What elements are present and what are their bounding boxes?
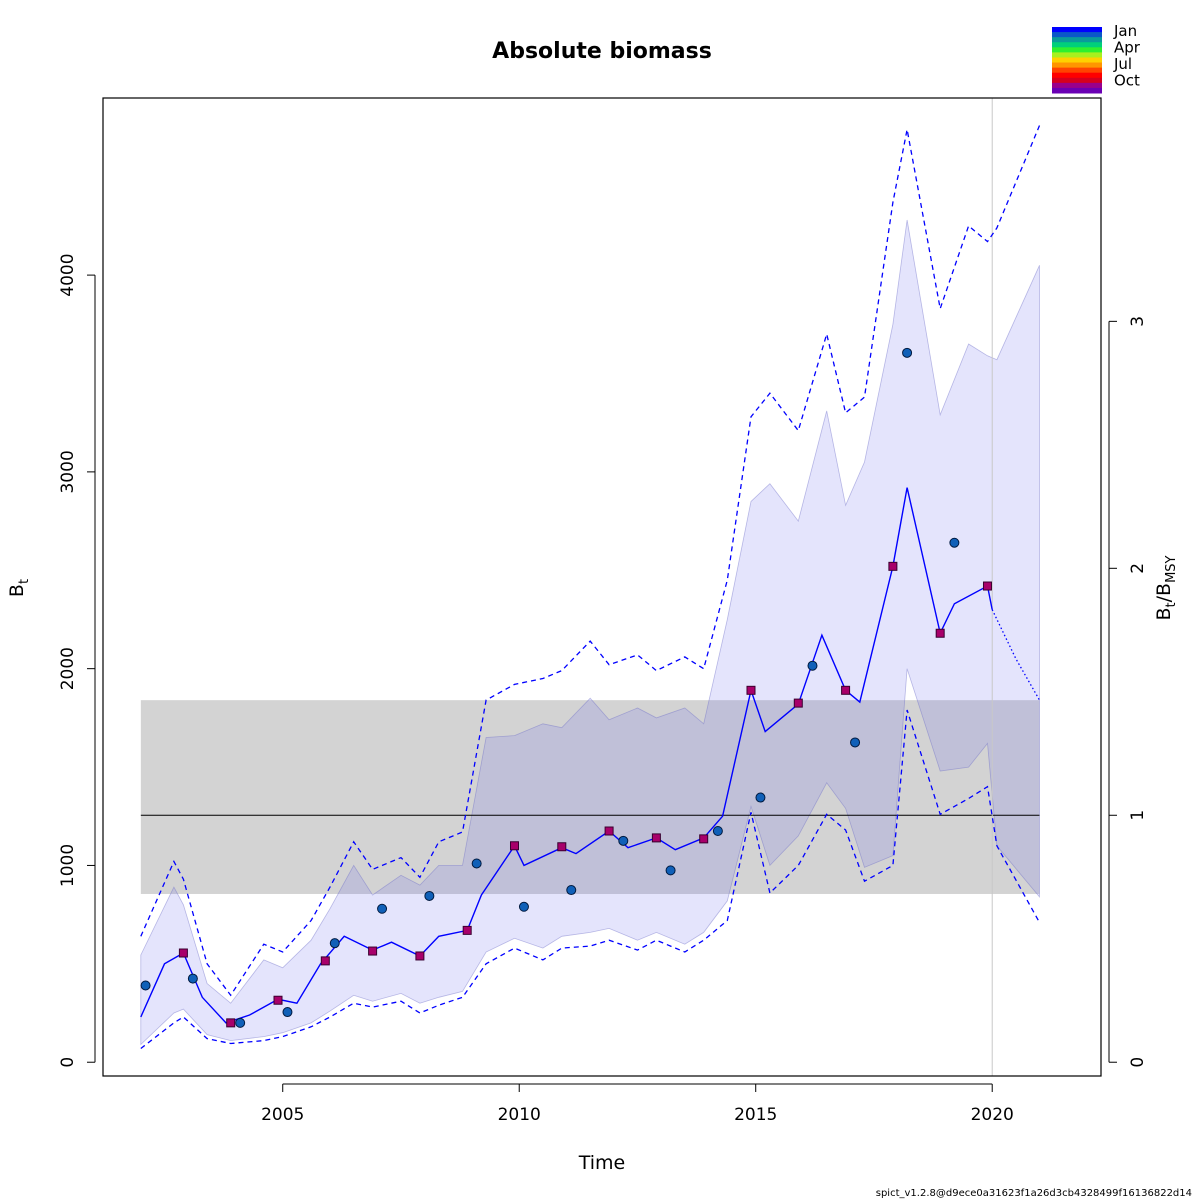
index2-point <box>651 833 661 843</box>
ci-upper-dashed-line <box>140 125 1041 997</box>
legend-color-swatch <box>1052 27 1102 33</box>
x-tick-label: 2005 <box>261 1105 304 1125</box>
index1-point <box>755 792 766 803</box>
chart-title: Absolute biomass <box>492 39 712 64</box>
index2-point <box>888 561 898 571</box>
y-tick-label: 0 <box>58 1057 78 1068</box>
legend-label: Jan <box>1113 22 1137 40</box>
index2-point <box>746 685 756 695</box>
index2-point <box>462 925 472 935</box>
index2-point <box>368 946 378 956</box>
legend-color-swatch <box>1052 42 1102 48</box>
index1-point <box>618 835 629 846</box>
bmsy-ci-band <box>140 700 1040 894</box>
y-tick-label: 3000 <box>58 450 78 493</box>
index2-point <box>178 948 188 958</box>
legend-color-swatch <box>1052 47 1102 53</box>
index1-point <box>902 347 913 358</box>
x-tick-label: 2010 <box>498 1105 541 1125</box>
index1-point <box>282 1007 293 1018</box>
index2-point <box>273 995 283 1005</box>
y-tick-label: 1000 <box>58 844 78 887</box>
legend-color-swatch <box>1052 62 1102 69</box>
legend-color-swatch <box>1052 72 1102 79</box>
legend-color-swatch <box>1052 77 1102 84</box>
y2-axis-label: Bt/BMSY <box>1153 555 1179 620</box>
legend-color-swatch <box>1052 57 1102 64</box>
y-axis-label-main: B <box>6 584 28 597</box>
index1-point <box>665 865 676 876</box>
y2-axis-label-sep: /B <box>1153 583 1175 602</box>
index1-point <box>518 901 529 912</box>
index2-point <box>982 581 992 591</box>
index1-point <box>424 890 435 901</box>
index1-point <box>329 938 340 949</box>
x-tick-label: 2015 <box>734 1105 777 1125</box>
index2-point <box>509 841 519 851</box>
plot-area <box>140 98 1041 1076</box>
index2-point <box>415 951 425 961</box>
legend-color-swatch <box>1052 87 1102 94</box>
biomass-ci-band <box>140 219 1040 1046</box>
index1-point <box>566 885 577 896</box>
y2-axis-label-main: B <box>1153 607 1175 620</box>
y2-tick-label: 2 <box>1128 563 1148 574</box>
x-axis-label: Time <box>578 1152 626 1174</box>
index1-point <box>712 826 723 837</box>
index2-point <box>226 1018 236 1028</box>
y-tick-label: 2000 <box>58 647 78 690</box>
index2-point <box>320 956 330 966</box>
index1-point <box>850 737 861 748</box>
y-axis-label: Bt <box>6 579 32 597</box>
index2-point <box>793 698 803 708</box>
legend-color-swatch <box>1052 32 1102 38</box>
x-tick-label: 2020 <box>971 1105 1014 1125</box>
legend-color-swatch <box>1052 67 1102 74</box>
index1-point <box>471 858 482 869</box>
index2-point <box>557 842 567 852</box>
y-axis: 0 1000 2000 3000 4000 <box>58 253 96 1068</box>
index2-point <box>699 834 709 844</box>
plot-frame <box>102 97 1102 1077</box>
index1-point <box>949 537 960 548</box>
y2-axis-label-sub2: MSY <box>1164 555 1179 582</box>
index1-point <box>187 973 198 984</box>
index1-point <box>235 1017 246 1028</box>
y2-tick-label: 0 <box>1128 1057 1148 1068</box>
index2-point <box>604 826 614 836</box>
legend-label: Apr <box>1114 39 1141 57</box>
y2-tick-label: 1 <box>1128 810 1148 821</box>
y2-axis: 0 1 2 3 <box>1108 316 1148 1068</box>
index1-point <box>807 660 818 671</box>
legend-color-swatch <box>1052 37 1102 43</box>
index2-point <box>841 685 851 695</box>
ci-lower-dashed-line <box>140 709 1041 1050</box>
index1-point <box>140 980 151 991</box>
index2-point <box>935 628 945 638</box>
footer-version: spict_v1.2.8@d9ece0a31623f1a26d3cb432849… <box>876 1188 1192 1199</box>
legend-color-swatch <box>1052 52 1102 58</box>
y2-axis-label-sub1: t <box>1164 602 1179 607</box>
y-tick-label: 4000 <box>58 253 78 296</box>
x-axis: 2005 2010 2015 2020 <box>261 1083 1014 1125</box>
index1-point <box>377 903 388 914</box>
legend-color-swatch <box>1052 82 1102 89</box>
legend-label: Oct <box>1114 72 1140 90</box>
y2-tick-label: 3 <box>1128 316 1148 327</box>
y-axis-label-sub: t <box>17 579 32 584</box>
legend-label: Jul <box>1113 55 1132 73</box>
